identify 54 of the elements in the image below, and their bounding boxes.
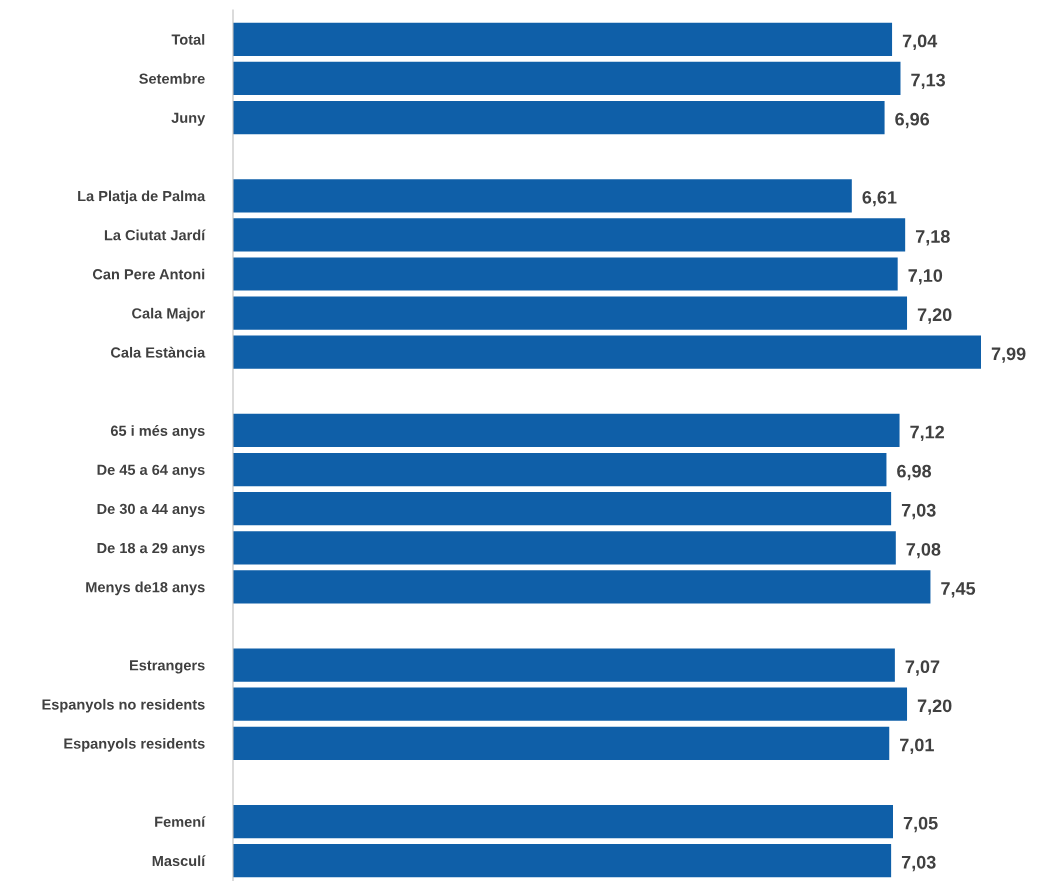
bar	[233, 257, 898, 291]
bar	[233, 100, 885, 135]
bar	[233, 492, 892, 526]
bar	[233, 452, 887, 487]
bar	[233, 296, 908, 330]
data-label: 7,07	[905, 660, 940, 676]
data-label: 7,12	[910, 425, 944, 442]
y-tick-label: Masculí	[152, 855, 206, 867]
bar	[233, 648, 895, 682]
y-tick-label: Menys de18 anys	[86, 581, 205, 596]
data-label: 7,10	[908, 269, 943, 285]
y-tick-label: Estrangers	[130, 660, 205, 674]
bar	[233, 726, 890, 760]
y-tick-label: Juny	[171, 112, 206, 126]
y-tick-label: Cala Major	[132, 307, 206, 322]
data-label: 7,08	[906, 542, 941, 559]
bar	[233, 61, 901, 96]
bar	[233, 22, 893, 56]
bar	[233, 570, 931, 604]
bar	[233, 335, 981, 369]
data-label: 7,20	[917, 699, 952, 715]
y-tick-label: De 18 a 29 anys	[97, 542, 205, 557]
y-tick-label: La Platja de Palma	[78, 190, 206, 205]
y-tick-label: 65 i més anys	[110, 425, 205, 439]
data-label: 7,45	[941, 582, 976, 598]
data-label: 7,01	[900, 738, 934, 754]
data-label: 7,03	[901, 503, 936, 520]
data-label: 7,99	[991, 347, 1026, 363]
data-label: 7,13	[911, 73, 946, 90]
y-tick-label: Cala Estància	[110, 346, 206, 358]
data-label: 7,18	[915, 230, 950, 246]
y-tick-label: Setembre	[139, 73, 205, 84]
data-label: 6,61	[862, 190, 897, 207]
data-label: 7,04	[902, 34, 938, 50]
data-label: 6,98	[897, 464, 932, 481]
data-label: 7,20	[917, 308, 952, 324]
data-label: 7,05	[903, 816, 938, 833]
y-tick-label: La Ciutat Jardí	[104, 229, 206, 241]
bar	[233, 413, 900, 448]
data-label: 7,03	[901, 855, 936, 872]
y-tick-label: Can Pere Antoni	[92, 268, 205, 280]
bar	[233, 687, 908, 721]
y-tick-label: De 45 a 64 anys	[97, 464, 205, 478]
y-tick-label: De 30 a 44 anys	[97, 503, 205, 517]
bar	[233, 218, 906, 252]
bar	[233, 179, 852, 213]
y-tick-label: Femení	[155, 816, 206, 827]
y-tick-label: Total	[171, 34, 205, 45]
bar	[233, 531, 896, 565]
bar	[233, 844, 892, 878]
bar	[233, 804, 893, 839]
y-tick-label: Espanyols residents	[64, 738, 205, 752]
y-tick-label: Espanyols no residents	[42, 698, 205, 713]
data-label: 6,96	[895, 112, 930, 129]
